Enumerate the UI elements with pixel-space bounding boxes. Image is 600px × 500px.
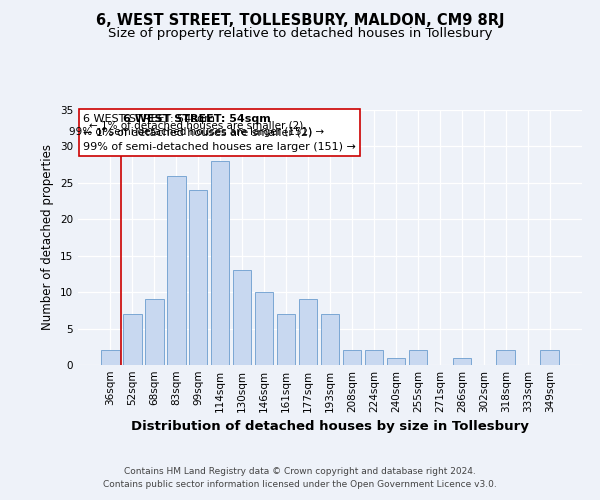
- Bar: [101, 350, 119, 365]
- FancyBboxPatch shape: [82, 112, 311, 143]
- Bar: [255, 292, 274, 365]
- Bar: [277, 314, 295, 365]
- Bar: [167, 176, 185, 365]
- Text: 6, WEST STREET, TOLLESBURY, MALDON, CM9 8RJ: 6, WEST STREET, TOLLESBURY, MALDON, CM9 …: [96, 12, 504, 28]
- Bar: [343, 350, 361, 365]
- Text: 6 WEST STREET: 54sqm
← 1% of detached houses are smaller (2)
99% of semi-detache: 6 WEST STREET: 54sqm ← 1% of detached ho…: [83, 114, 356, 152]
- Bar: [189, 190, 208, 365]
- Bar: [365, 350, 383, 365]
- Bar: [541, 350, 559, 365]
- Text: 6 WEST STREET: 54sqm: 6 WEST STREET: 54sqm: [122, 114, 271, 124]
- Bar: [409, 350, 427, 365]
- Bar: [211, 161, 229, 365]
- Bar: [452, 358, 471, 365]
- Bar: [496, 350, 515, 365]
- Bar: [233, 270, 251, 365]
- Bar: [386, 358, 405, 365]
- Text: Contains public sector information licensed under the Open Government Licence v3: Contains public sector information licen…: [103, 480, 497, 489]
- Text: 99% of semi-detached houses are larger (151) →: 99% of semi-detached houses are larger (…: [69, 128, 324, 138]
- X-axis label: Distribution of detached houses by size in Tollesbury: Distribution of detached houses by size …: [131, 420, 529, 434]
- Text: Contains HM Land Registry data © Crown copyright and database right 2024.: Contains HM Land Registry data © Crown c…: [124, 467, 476, 476]
- Bar: [145, 300, 164, 365]
- Text: ← 1% of detached houses are smaller (2): ← 1% of detached houses are smaller (2): [89, 121, 304, 131]
- Bar: [320, 314, 340, 365]
- Bar: [299, 300, 317, 365]
- Text: Size of property relative to detached houses in Tollesbury: Size of property relative to detached ho…: [108, 28, 492, 40]
- Bar: [123, 314, 142, 365]
- Y-axis label: Number of detached properties: Number of detached properties: [41, 144, 55, 330]
